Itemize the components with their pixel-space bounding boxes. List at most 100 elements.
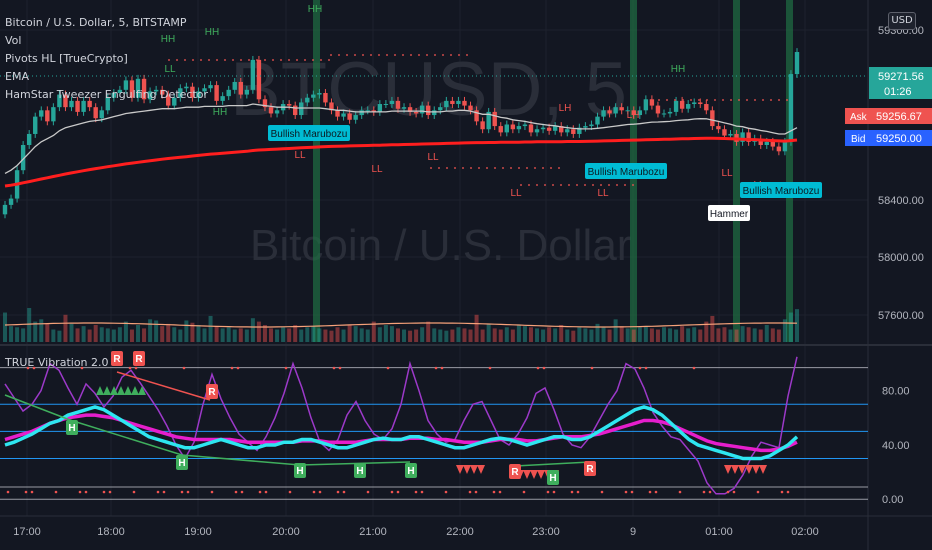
volume-bar-67 <box>408 330 413 342</box>
volume-bar-56 <box>341 329 346 342</box>
pattern-label-box-2 <box>708 205 750 221</box>
volume-bar-38 <box>232 329 237 342</box>
pivot-label-9: LL <box>510 188 522 199</box>
volume-bar-77 <box>468 329 473 342</box>
candle-body-114 <box>692 102 697 105</box>
candle-body-49 <box>299 102 304 116</box>
volume-bar-96 <box>583 328 588 342</box>
ema-lines <box>4 103 798 188</box>
candle-body-60 <box>365 110 370 112</box>
osc-badge-text-8: R <box>511 467 519 478</box>
candle-body-51 <box>311 94 316 98</box>
candle-body-61 <box>371 110 376 112</box>
candle-body-17 <box>105 97 110 111</box>
osc-dot-524 <box>522 490 526 494</box>
candle-body-58 <box>353 115 358 120</box>
candle-body-67 <box>407 107 413 112</box>
osc-dot-top-388 <box>386 366 390 370</box>
volume-bar-53 <box>323 329 328 342</box>
osc-triangle-1 <box>103 386 111 395</box>
x-tick-5: 22:00 <box>446 526 474 538</box>
candle-body-82 <box>498 126 503 133</box>
volume-bar-60 <box>365 329 370 342</box>
ask-label-box <box>845 108 869 124</box>
candle-body-42 <box>256 59 262 100</box>
osc-dot-398 <box>396 490 400 494</box>
osc-badge-text-7: H <box>407 466 414 477</box>
candle-body-119 <box>722 129 727 136</box>
osc-dot-236 <box>234 490 238 494</box>
candle-body-56 <box>341 113 346 117</box>
volume-bar-94 <box>571 330 576 342</box>
osc-dot-158 <box>156 490 160 494</box>
osc-dot-758 <box>756 490 760 494</box>
candle-body-126 <box>764 141 769 145</box>
candle-body-107 <box>649 99 655 106</box>
osc-dot-602 <box>600 490 604 494</box>
volume-bar-111 <box>674 329 679 342</box>
ask-value-box <box>869 108 932 124</box>
candle-body-66 <box>401 107 407 109</box>
osc-triangle-14 <box>537 470 545 479</box>
legend-ema[interactable]: EMA <box>5 70 29 83</box>
candle-body-105 <box>637 110 643 116</box>
pattern-label-box-0 <box>268 125 350 141</box>
volume-ma-line <box>4 322 798 328</box>
volume-bar-82 <box>498 329 503 342</box>
volume-bar-72 <box>438 329 443 342</box>
oscillator-title[interactable]: TRUE Vibration 2.0 <box>5 356 109 369</box>
candle-body-116 <box>704 104 709 111</box>
volume-bar-62 <box>377 327 382 342</box>
pivot-label-8: LL <box>371 164 383 175</box>
candle-body-8 <box>51 107 56 122</box>
osc-dot-top-592 <box>590 366 594 370</box>
candle-body-113 <box>685 104 691 109</box>
candle-body-9 <box>57 94 62 108</box>
candle-body-115 <box>698 102 703 105</box>
volume-bar-29 <box>178 329 183 342</box>
osc-dot-728 <box>726 490 730 494</box>
volume-bar-73 <box>444 330 449 342</box>
ema-slow-line <box>4 136 798 188</box>
osc-dot-500 <box>498 490 502 494</box>
osc-dot-top-340 <box>338 366 342 370</box>
volume-bar-64 <box>389 326 394 342</box>
legend-volume[interactable]: Vol <box>5 34 22 47</box>
osc-dot-290 <box>288 490 292 494</box>
price-tick-2: 57600.00 <box>878 310 924 322</box>
osc-dot-8 <box>6 490 10 494</box>
candle-body-65 <box>395 100 401 109</box>
pivot-label-13: LL <box>427 152 439 163</box>
legend-pivots[interactable]: Pivots HL [TrueCrypto] <box>5 52 128 65</box>
osc-triangle-12 <box>523 470 531 479</box>
volume-bar-27 <box>166 323 171 342</box>
ema-fast-line <box>4 103 798 174</box>
osc-triangle-0 <box>96 386 104 395</box>
osc-triangle-4 <box>124 386 132 395</box>
osc-dot-554 <box>552 490 556 494</box>
candle-body-23 <box>141 78 147 100</box>
candle-body-57 <box>347 113 352 120</box>
volume-bar-97 <box>589 329 594 342</box>
volume-bar-50 <box>305 327 310 342</box>
pattern-labels: Bullish Marubozu Bullish Marubozu Hammer Bu… <box>268 125 822 221</box>
volume-bar-103 <box>625 328 630 342</box>
candle-body-37 <box>226 89 231 97</box>
candle-body-88 <box>534 129 540 133</box>
chart-title[interactable]: Bitcoin / U.S. Dollar, 5, BITSTAMP <box>5 16 187 29</box>
osc-badge-box-9 <box>547 470 559 485</box>
legend-hamstar[interactable]: HamStar Tweezer Engulfing Detector <box>5 88 209 101</box>
currency-button[interactable]: USD <box>888 12 916 30</box>
candle-body-75 <box>456 100 461 105</box>
volume-bar-112 <box>680 326 685 342</box>
volume-bar-90 <box>547 327 552 342</box>
osc-triangle-6 <box>138 386 146 395</box>
legend: Bitcoin / U.S. Dollar, 5, BITSTAMP Vol P… <box>5 14 208 104</box>
osc-dot-656 <box>654 490 658 494</box>
volume-bar-113 <box>686 328 691 342</box>
osc-dot-top-232 <box>230 366 234 370</box>
candle-body-21 <box>129 80 135 98</box>
volume-bar-84 <box>510 329 515 342</box>
osc-dot-578 <box>576 490 580 494</box>
